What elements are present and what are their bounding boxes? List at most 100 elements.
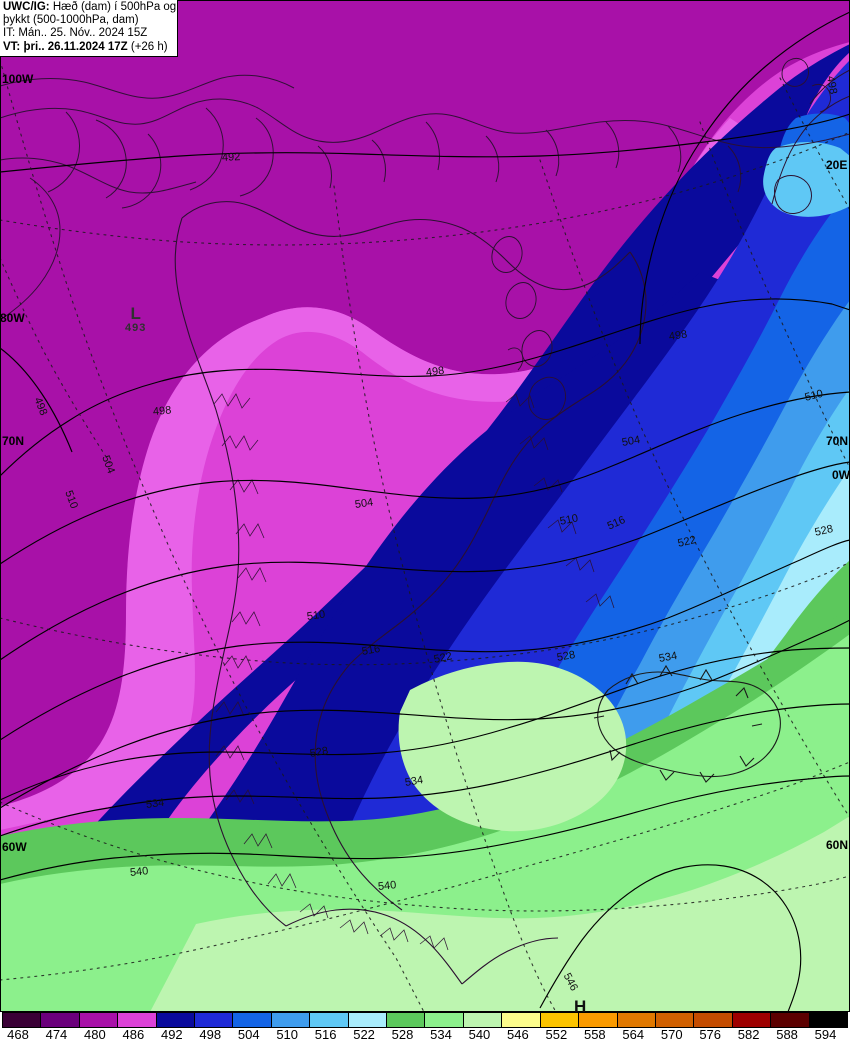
meridian-20w	[539, 159, 850, 819]
contour-label: 498	[425, 364, 445, 379]
colorbar[interactable]	[2, 1012, 848, 1028]
coastline-svalbard	[781, 57, 831, 113]
colorbar-tick: 522	[353, 1027, 375, 1041]
colorbar-swatch[interactable]	[79, 1013, 119, 1027]
contour-522	[0, 619, 850, 809]
contour-label: 498	[668, 328, 689, 343]
weather-map[interactable]: 100W 80W 70N 60W 20E 70N 0W 60N 492 498 498 498 498…	[0, 0, 850, 1012]
colorbar-tick: 498	[199, 1027, 222, 1041]
colorbar-swatch[interactable]	[348, 1013, 388, 1027]
colorbar-tick: 594	[814, 1027, 837, 1041]
fill-band-480	[0, 0, 850, 808]
colorbar-swatch[interactable]	[540, 1013, 580, 1027]
colorbar-tick: 552	[545, 1027, 568, 1041]
colorbar-swatch[interactable]	[732, 1013, 772, 1027]
colorbar-swatch[interactable]	[387, 1013, 426, 1027]
contour-label: 540	[129, 865, 149, 879]
contour-510	[0, 461, 850, 661]
colorbar-swatch[interactable]	[195, 1013, 234, 1027]
colorbar-tick: 588	[776, 1027, 798, 1041]
info-line-model: UWC/IG: Hæð (dam) í 500hPa og	[3, 1, 176, 14]
info-line-thickness: þykkt (500-1000hPa, dam)	[3, 14, 139, 27]
forecast-info-box: UWC/IG: Hæð (dam) í 500hPa og þykkt (500…	[0, 0, 178, 57]
colorbar-swatch[interactable]	[156, 1013, 196, 1027]
colorbar-swatch[interactable]	[694, 1013, 733, 1027]
contour-label: 498	[152, 404, 172, 418]
fill-band-510-patch	[763, 142, 850, 217]
parallel-70n	[0, 561, 850, 666]
contour-label: 540	[377, 879, 397, 893]
contour-label: 534	[145, 796, 165, 811]
graticule-label: 60N	[826, 838, 849, 852]
colorbar-swatch[interactable]	[617, 1013, 656, 1027]
colorbar-swatch[interactable]	[655, 1013, 695, 1027]
contour-546	[539, 864, 802, 1012]
coastline-scandinavia	[771, 69, 850, 214]
contour-label: 504	[354, 496, 375, 511]
colorbar-tick-labels: 468 474 480 486 492 498 504 510 516 522 528 534 540 5…	[0, 1028, 850, 1041]
graticule-label: 0W	[832, 468, 850, 482]
parallel-80n	[0, 131, 850, 246]
colorbar-swatch[interactable]	[310, 1013, 349, 1027]
colorbar-swatch[interactable]	[425, 1013, 464, 1027]
graticule-label: 20E	[826, 158, 848, 172]
colorbar-tick: 564	[622, 1027, 645, 1041]
graticule-label: 70N	[826, 434, 849, 448]
fill-band-486c	[0, 118, 745, 830]
contour-label: 510	[306, 608, 327, 623]
colorbar-tick: 486	[122, 1027, 145, 1041]
colorbar-tick: 534	[430, 1027, 452, 1041]
colorbar-swatch[interactable]	[233, 1013, 272, 1027]
low-pressure-center: L 493	[125, 305, 146, 334]
info-line-valid-time: VT: þri.. 26.11.2024 17Z (+26 h)	[3, 41, 174, 54]
colorbar-tick: 546	[507, 1027, 529, 1041]
meridian-40w	[333, 185, 557, 1012]
contour-498b	[0, 298, 850, 477]
colorbar-tick: 474	[45, 1027, 68, 1041]
colorbar-panel: 468 474 480 486 492 498 504 510 516 522 528 534 540 5…	[0, 1012, 850, 1041]
colorbar-swatch[interactable]	[118, 1013, 157, 1027]
meridian-0w	[699, 121, 850, 469]
contour-492	[0, 113, 850, 173]
height-contours	[0, 11, 850, 1012]
coastline-iceland	[593, 664, 781, 783]
map-canvas	[0, 0, 850, 1012]
contour-528	[0, 647, 850, 801]
info-model-label: UWC/IG:	[3, 1, 50, 13]
colorbar-swatch[interactable]	[771, 1013, 810, 1027]
graticule-lines	[0, 59, 850, 1012]
low-value: 493	[125, 322, 147, 334]
info-vt-label: VT:	[3, 40, 21, 53]
colorbar-swatch[interactable]	[502, 1013, 541, 1027]
colorbar-tick: 492	[160, 1027, 183, 1041]
colorbar-tick: 576	[699, 1027, 722, 1041]
contour-498a	[639, 11, 850, 345]
colorbar-swatch[interactable]	[41, 1013, 80, 1027]
coastline-baffin-islands	[491, 236, 567, 420]
contour-516	[0, 539, 850, 741]
colorbar-swatch[interactable]	[579, 1013, 618, 1027]
fill-band-540b	[398, 661, 627, 832]
contour-498c	[0, 347, 73, 453]
colorbar-swatch[interactable]	[463, 1013, 503, 1027]
graticule-label: 80W	[0, 311, 25, 325]
colorbar-tick: 504	[237, 1027, 260, 1041]
meridian-100w	[0, 59, 425, 1012]
info-vt-lead: (+26 h)	[127, 40, 168, 53]
colorbar-tick: 510	[276, 1027, 299, 1041]
colorbar-tick: 468	[7, 1027, 29, 1041]
contour-534	[0, 703, 850, 837]
colorbar-tick: 540	[468, 1027, 491, 1041]
colorbar-swatch[interactable]	[809, 1013, 847, 1027]
colorbar-swatch[interactable]	[271, 1013, 311, 1027]
colorbar-tick: 558	[583, 1027, 606, 1041]
contour-label: 492	[221, 151, 241, 164]
coastline-greenland-fjords	[213, 393, 615, 951]
colorbar-tick: 516	[314, 1027, 337, 1041]
contour-504	[0, 391, 850, 565]
graticule-label: 60W	[2, 840, 27, 854]
graticule-label: 70N	[2, 434, 25, 448]
colorbar-swatch[interactable]	[3, 1013, 42, 1027]
high-pressure-center: H	[574, 997, 587, 1012]
parallel-60n	[0, 761, 850, 981]
